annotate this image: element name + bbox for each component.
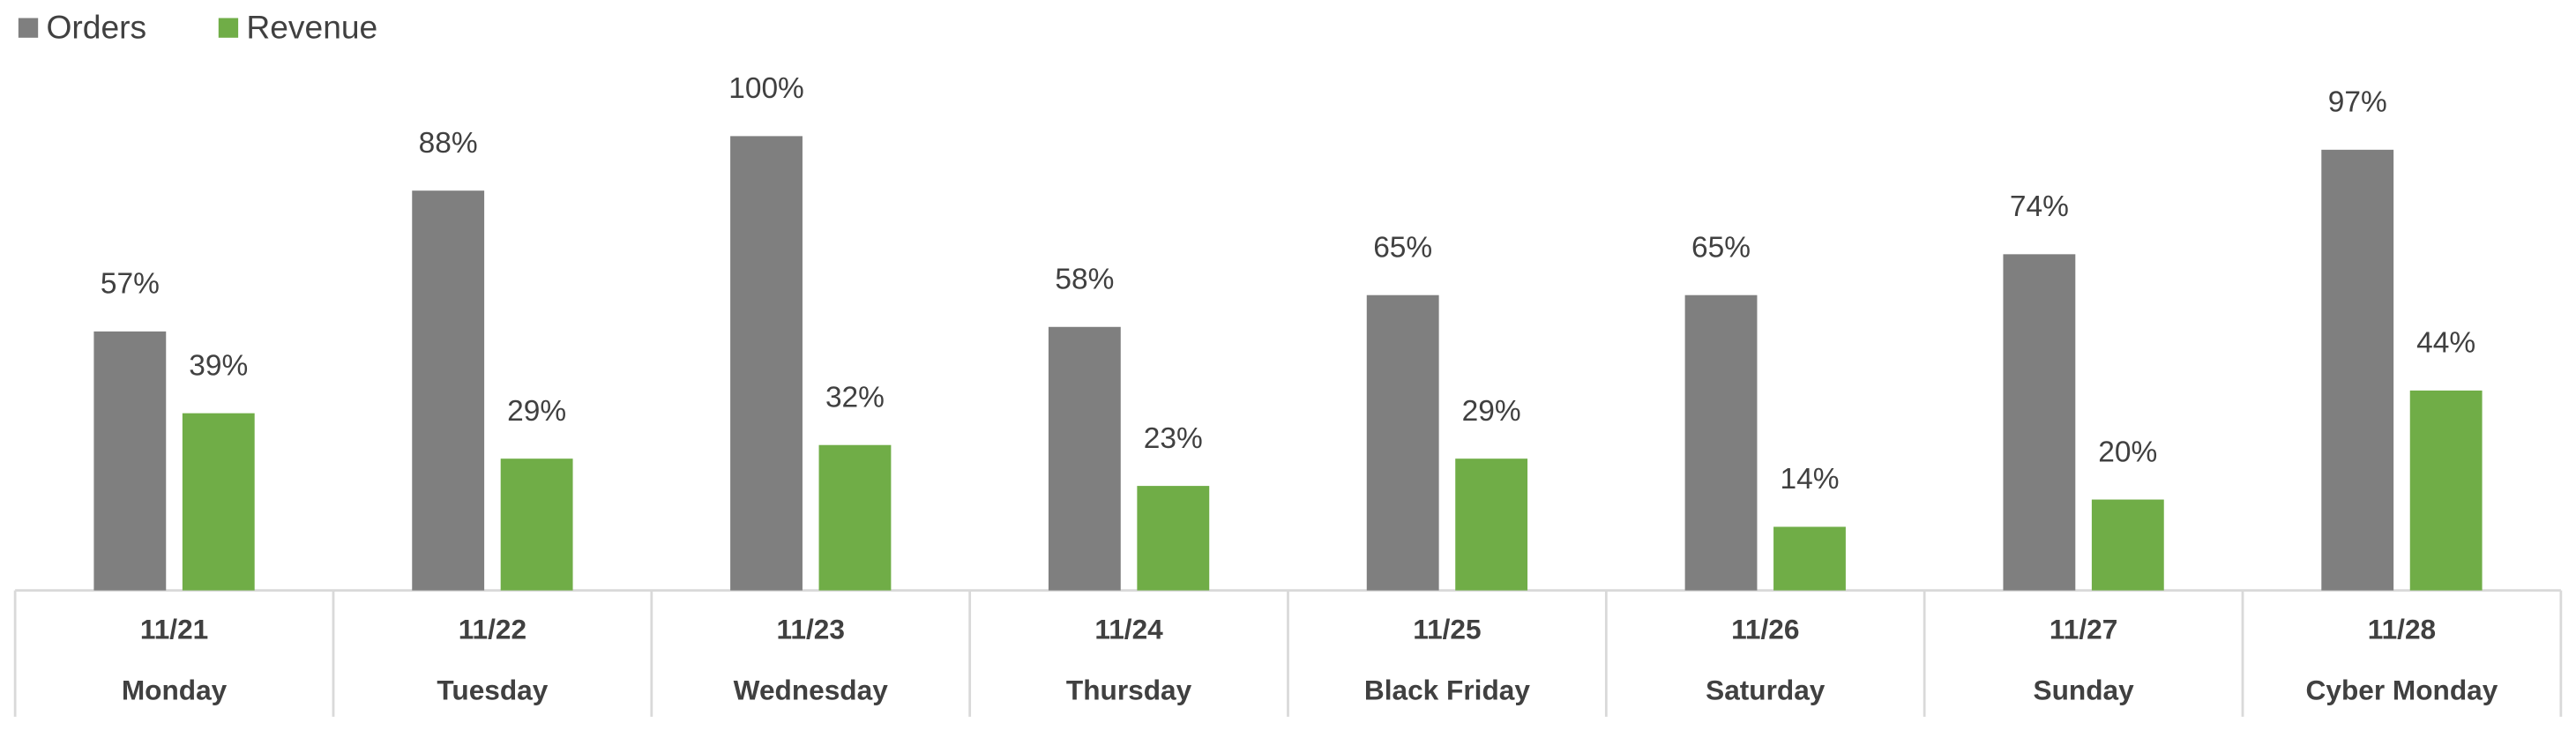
bar — [93, 331, 167, 591]
data-label: 88% — [419, 127, 478, 160]
data-label: 29% — [507, 395, 566, 428]
bar — [1366, 294, 1439, 591]
bar — [500, 458, 573, 591]
bar — [2091, 499, 2164, 591]
x-tick-label: 11/21 — [140, 613, 208, 645]
x-tick-label: 11/28 — [2368, 613, 2436, 645]
data-label: 100% — [728, 72, 804, 105]
legend-label: Revenue — [246, 8, 377, 45]
x-tick-label: 11/27 — [2050, 613, 2117, 645]
data-label: 65% — [1691, 231, 1751, 264]
bar — [182, 413, 255, 591]
x-tick-label: Wednesday — [734, 674, 889, 705]
legend-swatch — [218, 18, 239, 38]
data-label: 23% — [1144, 422, 1203, 455]
bar — [1773, 526, 1846, 591]
data-label: 32% — [825, 381, 885, 414]
legend-swatch — [18, 18, 39, 38]
bar — [2409, 390, 2483, 591]
data-label: 65% — [1373, 231, 1432, 264]
legend-label: Orders — [46, 8, 146, 45]
bar — [2321, 149, 2394, 591]
x-tick-label: Thursday — [1066, 674, 1192, 705]
x-tick-label: Black Friday — [1364, 674, 1530, 705]
bar — [1137, 486, 1210, 591]
data-label: 74% — [2010, 190, 2069, 223]
x-tick-label: 11/22 — [459, 613, 526, 645]
x-tick-label: 11/26 — [1731, 613, 1799, 645]
x-tick-label: Monday — [122, 674, 228, 705]
data-label: 29% — [1462, 395, 1521, 428]
data-label: 57% — [101, 268, 160, 301]
x-tick-label: Sunday — [2034, 674, 2135, 705]
bar — [730, 136, 803, 591]
bar — [1048, 326, 1121, 591]
data-label: 14% — [1780, 463, 1839, 496]
x-tick-label: Cyber Monday — [2306, 674, 2498, 705]
data-label: 97% — [2328, 86, 2387, 119]
bar — [1684, 294, 1758, 591]
bar — [1455, 458, 1528, 591]
bar — [412, 190, 485, 591]
data-label: 44% — [2416, 327, 2475, 360]
bar — [818, 444, 892, 591]
data-label: 58% — [1055, 264, 1114, 296]
data-label: 39% — [189, 349, 248, 382]
x-tick-label: Tuesday — [437, 674, 548, 705]
data-label: 20% — [2098, 436, 2157, 468]
x-tick-label: Saturday — [1706, 674, 1826, 705]
x-tick-label: 11/25 — [1413, 613, 1481, 645]
bar — [2003, 254, 2076, 591]
x-tick-label: 11/24 — [1094, 613, 1163, 645]
x-tick-label: 11/23 — [777, 613, 845, 645]
